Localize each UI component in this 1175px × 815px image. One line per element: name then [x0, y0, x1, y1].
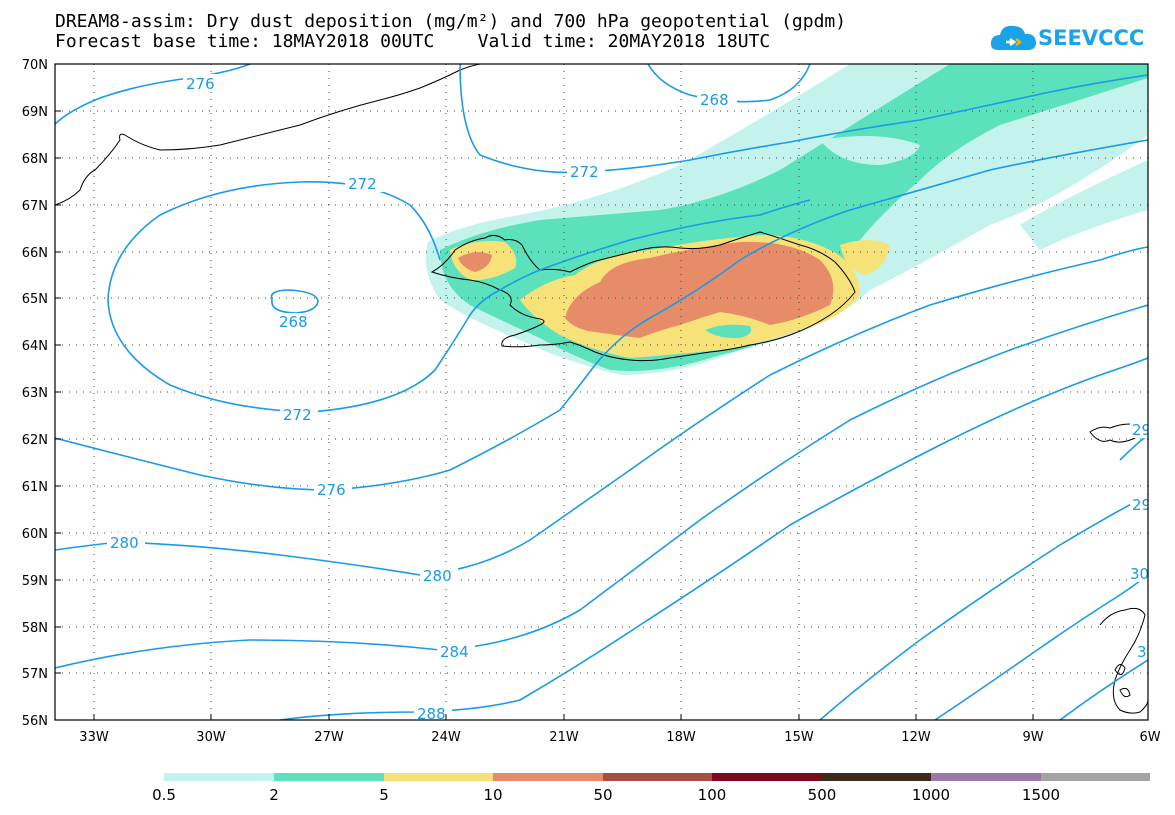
lat-label: 64N	[22, 339, 48, 354]
contour-label: 29	[1132, 496, 1151, 514]
colorbar-bin	[274, 773, 384, 781]
lon-label: 18W	[666, 730, 696, 745]
tick-marks	[55, 110, 1034, 720]
colorbar-label: 1000	[912, 786, 950, 804]
lon-label: 9W	[1022, 730, 1043, 745]
map-title: DREAM8-assim: Dry dust deposition (mg/m²…	[55, 11, 847, 32]
logo-text: SEEVCCC	[1038, 26, 1145, 50]
lat-label: 61N	[22, 480, 48, 495]
lat-label: 70N	[22, 58, 48, 73]
contour-label: 280	[110, 534, 139, 552]
colorbar-bin	[931, 773, 1041, 781]
lat-label: 63N	[22, 386, 48, 401]
contour-label: 268	[700, 91, 729, 109]
colorbar-bin	[1041, 773, 1150, 781]
contour-label: 272	[348, 175, 377, 193]
lon-label: 27W	[314, 730, 344, 745]
contour-label: 284	[440, 643, 469, 661]
contour-label: 30	[1130, 565, 1149, 583]
lat-label: 67N	[22, 199, 48, 214]
dust-deposition-field	[425, 64, 1148, 375]
colorbar: 0.5 2 5 10 50 100 500 1000 1500	[152, 773, 1150, 804]
contour-label: 3	[1137, 643, 1147, 661]
contour-292	[819, 494, 1148, 720]
colorbar-bin	[384, 773, 493, 781]
lat-label: 56N	[22, 714, 48, 729]
colorbar-label: 0.5	[152, 786, 176, 804]
contour-296	[934, 574, 1148, 720]
hebrides-coast	[1114, 664, 1131, 698]
lon-label: 15W	[784, 730, 814, 745]
contour-276-north	[55, 64, 251, 125]
colorbar-bin	[822, 773, 931, 781]
contour-268-low	[270, 289, 319, 314]
longitude-labels: 33W 30W 27W 24W 21W 18W 15W 12W 9W 6W	[79, 730, 1160, 745]
contour-label: 280	[423, 567, 452, 585]
contour-label: 29	[1132, 421, 1151, 439]
contour-280	[55, 246, 1148, 576]
colorbar-bin	[712, 773, 822, 781]
contour-284	[55, 304, 1148, 669]
contour-276-mid	[55, 139, 1148, 491]
lat-label: 66N	[22, 246, 48, 261]
colorbar-bin	[493, 773, 603, 781]
colorbar-label: 500	[808, 786, 837, 804]
colorbar-bin	[603, 773, 712, 781]
lon-label: 24W	[431, 730, 461, 745]
lon-label: 21W	[549, 730, 579, 745]
lat-label: 65N	[22, 292, 48, 307]
cloud-icon	[990, 25, 1036, 50]
contour-label: 268	[279, 313, 308, 331]
colorbar-label: 50	[593, 786, 612, 804]
colorbar-bin	[164, 773, 274, 781]
lat-label: 69N	[22, 105, 48, 120]
plot-area: 276 268 272 272 268 272 276 280 280 284 …	[55, 64, 1151, 723]
contour-label: 276	[186, 75, 215, 93]
colorbar-label: 10	[483, 786, 502, 804]
lon-label: 6W	[1139, 730, 1160, 745]
colorbar-label: 100	[698, 786, 727, 804]
greenland-coast	[55, 64, 481, 206]
contour-label: 272	[570, 163, 599, 181]
dust-band-2-inner	[705, 324, 752, 339]
lat-label: 60N	[22, 527, 48, 542]
contour-label: 276	[317, 481, 346, 499]
graticule	[55, 64, 1148, 720]
contour-labels: 276 268 272 272 268 272 276 280 280 284 …	[107, 74, 1151, 723]
contour-label: 272	[283, 406, 312, 424]
contour-272-north	[459, 64, 1148, 174]
dust-band-10	[458, 241, 834, 338]
lat-label: 59N	[22, 574, 48, 589]
contour-300	[1059, 659, 1148, 720]
lat-label: 57N	[22, 667, 48, 682]
colorbar-label: 2	[269, 786, 279, 804]
forecast-time-line: Forecast base time: 18MAY2018 00UTC Vali…	[55, 31, 771, 52]
lon-label: 33W	[79, 730, 109, 745]
lat-label: 62N	[22, 433, 48, 448]
geopotential-contours	[55, 64, 1148, 720]
seevccc-logo: SEEVCCC	[990, 20, 1144, 60]
latitude-labels: 70N 69N 68N 67N 66N 65N 64N 63N 62N 61N …	[22, 58, 48, 729]
lat-label: 68N	[22, 152, 48, 167]
lon-label: 30W	[196, 730, 226, 745]
lon-label: 12W	[901, 730, 931, 745]
contour-label: 288	[417, 705, 446, 723]
lat-label: 58N	[22, 621, 48, 636]
colorbar-label: 1500	[1022, 786, 1060, 804]
colorbar-label: 5	[379, 786, 389, 804]
